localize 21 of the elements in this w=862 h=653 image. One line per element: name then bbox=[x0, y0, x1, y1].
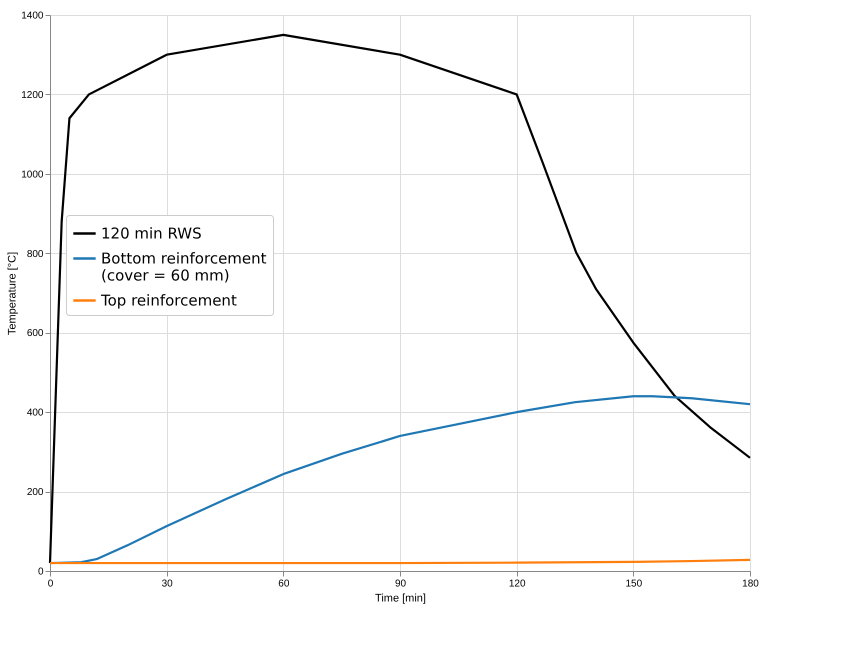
x-tick-label: 90 bbox=[394, 578, 406, 590]
y-tick-label: 600 bbox=[26, 328, 44, 340]
x-tick-label: 0 bbox=[48, 578, 54, 590]
x-tick-label: 120 bbox=[508, 578, 526, 590]
y-tick-label: 400 bbox=[26, 408, 44, 419]
y-tick-label: 1000 bbox=[21, 169, 44, 180]
x-axis-title: Time [min] bbox=[375, 592, 426, 604]
y-tick-label: 1200 bbox=[21, 90, 44, 101]
y-tick-label: 800 bbox=[26, 248, 44, 260]
x-tick-label: 180 bbox=[742, 578, 760, 590]
y-tick-label: 0 bbox=[38, 566, 44, 578]
legend-label: Top reinforcement bbox=[100, 292, 237, 310]
legend-label: 120 min RWS bbox=[101, 224, 202, 242]
line-series bbox=[48, 34, 752, 564]
x-tick-label: 30 bbox=[162, 578, 174, 590]
y-axis-title: Temperature [°C] bbox=[6, 252, 18, 336]
x-tick-label: 150 bbox=[625, 578, 643, 590]
legend-label: Bottom reinforcement (cover = 60 mm) bbox=[101, 250, 267, 284]
y-tick-label: 1400 bbox=[21, 10, 44, 22]
x-tick-label: 60 bbox=[278, 578, 290, 590]
y-tick-label: 200 bbox=[26, 487, 44, 498]
